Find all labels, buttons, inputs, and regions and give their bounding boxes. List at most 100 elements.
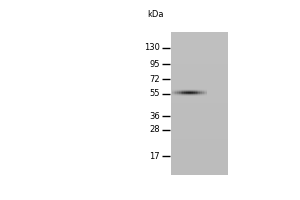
Bar [171,64,228,68]
Bar [181,89,182,90]
Bar [171,50,228,53]
Bar [171,168,228,171]
Bar [181,92,182,93]
Bar [176,94,177,95]
Bar [179,93,181,94]
Bar [202,94,204,95]
Bar [179,94,181,95]
Bar [171,143,228,146]
Bar [188,90,190,91]
Bar [174,95,176,96]
Bar [171,68,228,71]
Bar [190,95,191,96]
Bar [171,153,228,157]
Bar [206,94,207,95]
Bar [171,114,228,118]
Text: 36: 36 [149,112,160,121]
Bar [204,93,206,94]
Bar [206,92,207,93]
Bar [195,94,196,95]
Bar [171,32,228,175]
Bar [171,103,228,107]
Bar [171,118,228,121]
Bar [171,161,228,164]
Bar [188,91,190,92]
Bar [171,85,228,89]
Bar [174,90,176,91]
Bar [188,94,190,95]
Bar [191,92,193,93]
Bar [196,93,198,94]
Bar [202,92,204,93]
Bar [193,90,195,91]
Bar [172,92,174,93]
Bar [195,95,196,96]
Bar [193,94,195,95]
Bar [176,91,177,92]
Bar [172,95,174,96]
Bar [200,89,202,90]
Bar [186,94,188,95]
Bar [188,89,190,90]
Bar [193,91,195,92]
Bar [181,91,182,92]
Bar [181,90,182,91]
Bar [171,164,228,168]
Bar [204,94,206,95]
Bar [172,91,174,92]
Bar [202,90,204,91]
Bar [171,35,228,39]
Bar [195,89,196,90]
Bar [171,53,228,57]
Bar [200,91,202,92]
Bar [200,92,202,93]
Bar [195,92,196,93]
Bar [186,93,188,94]
Bar [198,89,200,90]
Bar [182,95,184,96]
Bar [171,46,228,50]
Bar [176,92,177,93]
Bar [171,146,228,150]
Bar [190,91,191,92]
Bar [190,94,191,95]
Bar [186,89,188,90]
Bar [200,94,202,95]
Bar [191,95,193,96]
Bar [190,92,191,93]
Bar [172,90,174,91]
Bar [184,89,186,90]
Bar [190,93,191,94]
Bar [174,94,176,95]
Bar [198,94,200,95]
Bar [171,132,228,136]
Bar [177,90,179,91]
Bar [193,95,195,96]
Bar [179,95,181,96]
Bar [179,89,181,90]
Bar [195,93,196,94]
Text: 28: 28 [149,125,160,134]
Bar [181,95,182,96]
Bar [171,100,228,103]
Bar [190,90,191,91]
Bar [196,90,198,91]
Bar [171,107,228,110]
Bar [171,157,228,161]
Bar [193,93,195,94]
Bar [176,95,177,96]
Bar [174,92,176,93]
Bar [171,150,228,153]
Bar [186,91,188,92]
Bar [191,91,193,92]
Bar [182,94,184,95]
Bar [206,93,207,94]
Bar [204,92,206,93]
Bar [191,90,193,91]
Text: 55: 55 [149,89,160,98]
Bar [171,57,228,60]
Bar [200,93,202,94]
Bar [206,90,207,91]
Bar [182,90,184,91]
Bar [182,93,184,94]
